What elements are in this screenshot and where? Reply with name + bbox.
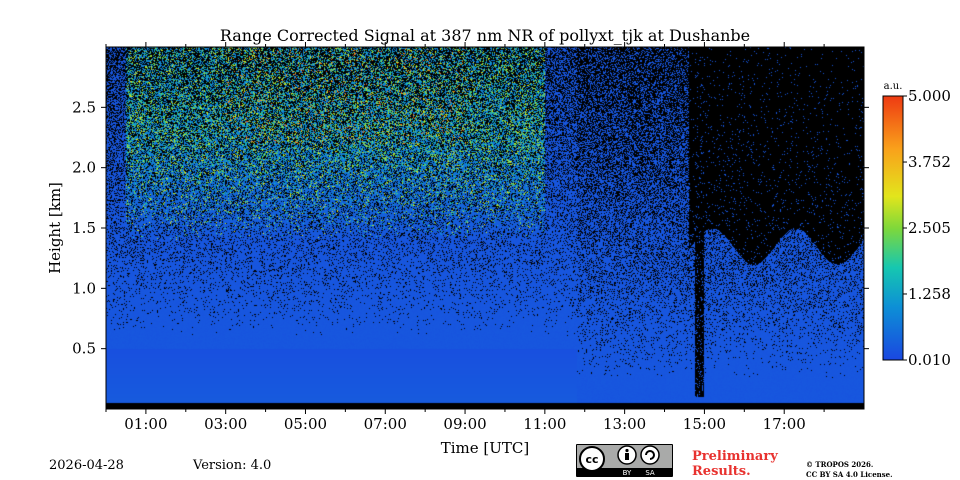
chart-title: Range Corrected Signal at 387 nm NR of p… [219, 26, 751, 45]
x-tick-label: 11:00 [523, 415, 566, 433]
colorbar-gradient [882, 95, 904, 361]
x-tick-label: 17:00 [763, 415, 806, 433]
x-tick-label: 15:00 [683, 415, 726, 433]
colorbar-tick-label: 5.000 [908, 87, 951, 105]
x-tick-label: 07:00 [364, 415, 407, 433]
x-tick-label: 01:00 [124, 415, 167, 433]
cc-circle-icon [579, 446, 605, 472]
copyright-line1: © TROPOS 2026. [806, 460, 874, 469]
colorbar-unit-label: a.u. [884, 81, 903, 92]
y-axis-label: Height [km] [46, 182, 64, 274]
copyright-notice: © TROPOS 2026. CC BY SA 4.0 License. [806, 460, 893, 480]
copyright-line2: CC BY SA 4.0 License. [806, 470, 893, 479]
x-tick-label: 13:00 [603, 415, 646, 433]
sa-label: SA [645, 469, 655, 477]
y-tick-label: 2.5 [72, 98, 96, 116]
date-label: 2026-04-28 [49, 458, 124, 473]
axes: 01:00 03:00 05:00 07:00 09:00 11:00 13:00 15:00… [46, 42, 869, 457]
colorbar: a.u. 0.010 1.258 2.505 3.752 5.000 [882, 81, 951, 369]
version-label: Version: 4.0 [193, 458, 272, 473]
y-tick-label: 2.0 [72, 159, 96, 177]
person-body-shape [625, 453, 629, 460]
colorbar-tick-label: 0.010 [908, 351, 951, 369]
x-axis-label: Time [UTC] [441, 439, 530, 457]
cc-text: cc [585, 453, 598, 466]
person-head-shape [625, 448, 629, 453]
preliminary-line2: Results. [692, 464, 751, 479]
share-alike-arc [645, 450, 655, 460]
preliminary-line1: Preliminary [692, 449, 778, 464]
heatmap-plot-area [106, 47, 864, 409]
x-tick-label: 05:00 [284, 415, 327, 433]
by-label: BY [623, 469, 632, 477]
x-tick-label: 03:00 [204, 415, 247, 433]
y-tick-label: 0.5 [72, 340, 96, 358]
share-alike-icon [640, 445, 660, 465]
cc-by-sa-license-badge: cc BY SA [576, 444, 673, 477]
colorbar-tick-label: 2.505 [908, 219, 951, 237]
heatmap-image [106, 47, 864, 409]
colorbar-tick-label: 1.258 [908, 285, 951, 303]
preliminary-results-notice: Preliminary Results. [692, 449, 778, 479]
badge-strip [577, 468, 672, 476]
y-tick-label: 1.5 [72, 219, 96, 237]
x-tick-label: 09:00 [443, 415, 486, 433]
y-tick-label: 1.0 [72, 279, 96, 297]
colorbar-tick-label: 3.752 [908, 153, 951, 171]
